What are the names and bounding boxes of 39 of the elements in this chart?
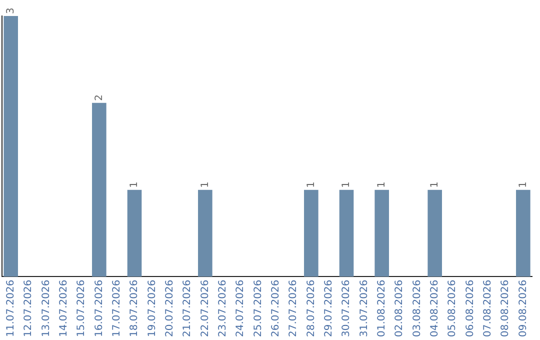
- x-tick-label: 26.07.2026: [270, 280, 282, 338]
- x-tick-label: 31.07.2026: [358, 280, 370, 338]
- x-tick-label: 01.08.2026: [376, 280, 388, 338]
- x-tick-label: 20.07.2026: [164, 280, 176, 338]
- x-tick-label: 16.07.2026: [94, 280, 105, 338]
- x-tick-label: 29.07.2026: [323, 280, 334, 338]
- x-tick-label: 14.07.2026: [58, 280, 70, 338]
- x-tick-label: 25.07.2026: [252, 280, 264, 338]
- data-label: 1: [200, 181, 211, 188]
- x-tick-label: 28.07.2026: [306, 280, 317, 338]
- data-label: 1: [306, 181, 317, 188]
- data-label: 1: [429, 181, 440, 188]
- data-label: 1: [341, 181, 352, 188]
- data-label: 1: [518, 181, 529, 188]
- x-tick-label: 13.07.2026: [40, 280, 52, 338]
- x-tick-label: 30.07.2026: [341, 280, 352, 338]
- x-tick-label: 23.07.2026: [217, 280, 228, 338]
- x-tick-label: 22.07.2026: [200, 280, 211, 338]
- x-tick-label: 08.08.2026: [500, 280, 512, 338]
- x-tick-label: 12.07.2026: [23, 280, 34, 338]
- x-tick-label: 03.08.2026: [412, 280, 423, 338]
- x-tick-label: 24.07.2026: [235, 280, 246, 338]
- x-tick-label: 15.07.2026: [76, 280, 88, 338]
- x-tick-label: 19.07.2026: [146, 280, 158, 338]
- x-tick-label: 02.08.2026: [394, 280, 406, 338]
- x-tick-label: 05.08.2026: [447, 280, 458, 338]
- x-tick-label: 09.08.2026: [518, 280, 529, 338]
- x-tick-label: 06.08.2026: [464, 280, 476, 338]
- x-tick-label: 27.07.2026: [288, 280, 300, 338]
- x-tick-label: 17.07.2026: [111, 280, 122, 338]
- data-label: 2: [94, 94, 105, 101]
- x-tick-label: 18.07.2026: [129, 280, 140, 338]
- x-tick-label: 07.08.2026: [482, 280, 494, 338]
- data-label: 1: [129, 181, 140, 188]
- x-tick-label: 21.07.2026: [182, 280, 194, 338]
- x-tick-label: 11.07.2026: [5, 280, 16, 338]
- x-tick-label: 04.08.2026: [429, 280, 440, 338]
- data-label: 3: [5, 8, 16, 14]
- data-label: 1: [376, 181, 388, 188]
